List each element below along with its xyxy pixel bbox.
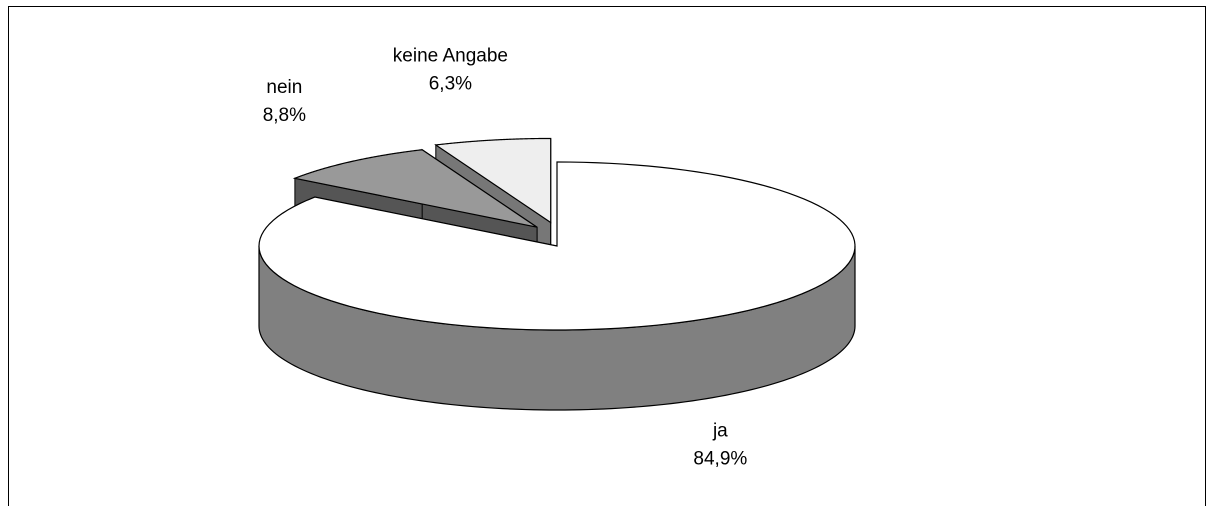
- slice: [292, 149, 538, 228]
- slice-value-label: 84,9%: [693, 449, 747, 470]
- slice-label: nein: [266, 77, 302, 98]
- slice-label: keine Angabe: [393, 46, 508, 67]
- slice-value-label: 6,3%: [429, 74, 472, 95]
- chart-frame: [8, 6, 1206, 506]
- slice-label: ja: [712, 421, 728, 442]
- slice: [434, 137, 552, 224]
- slice: [258, 161, 856, 331]
- slice-value-label: 8,8%: [263, 105, 306, 126]
